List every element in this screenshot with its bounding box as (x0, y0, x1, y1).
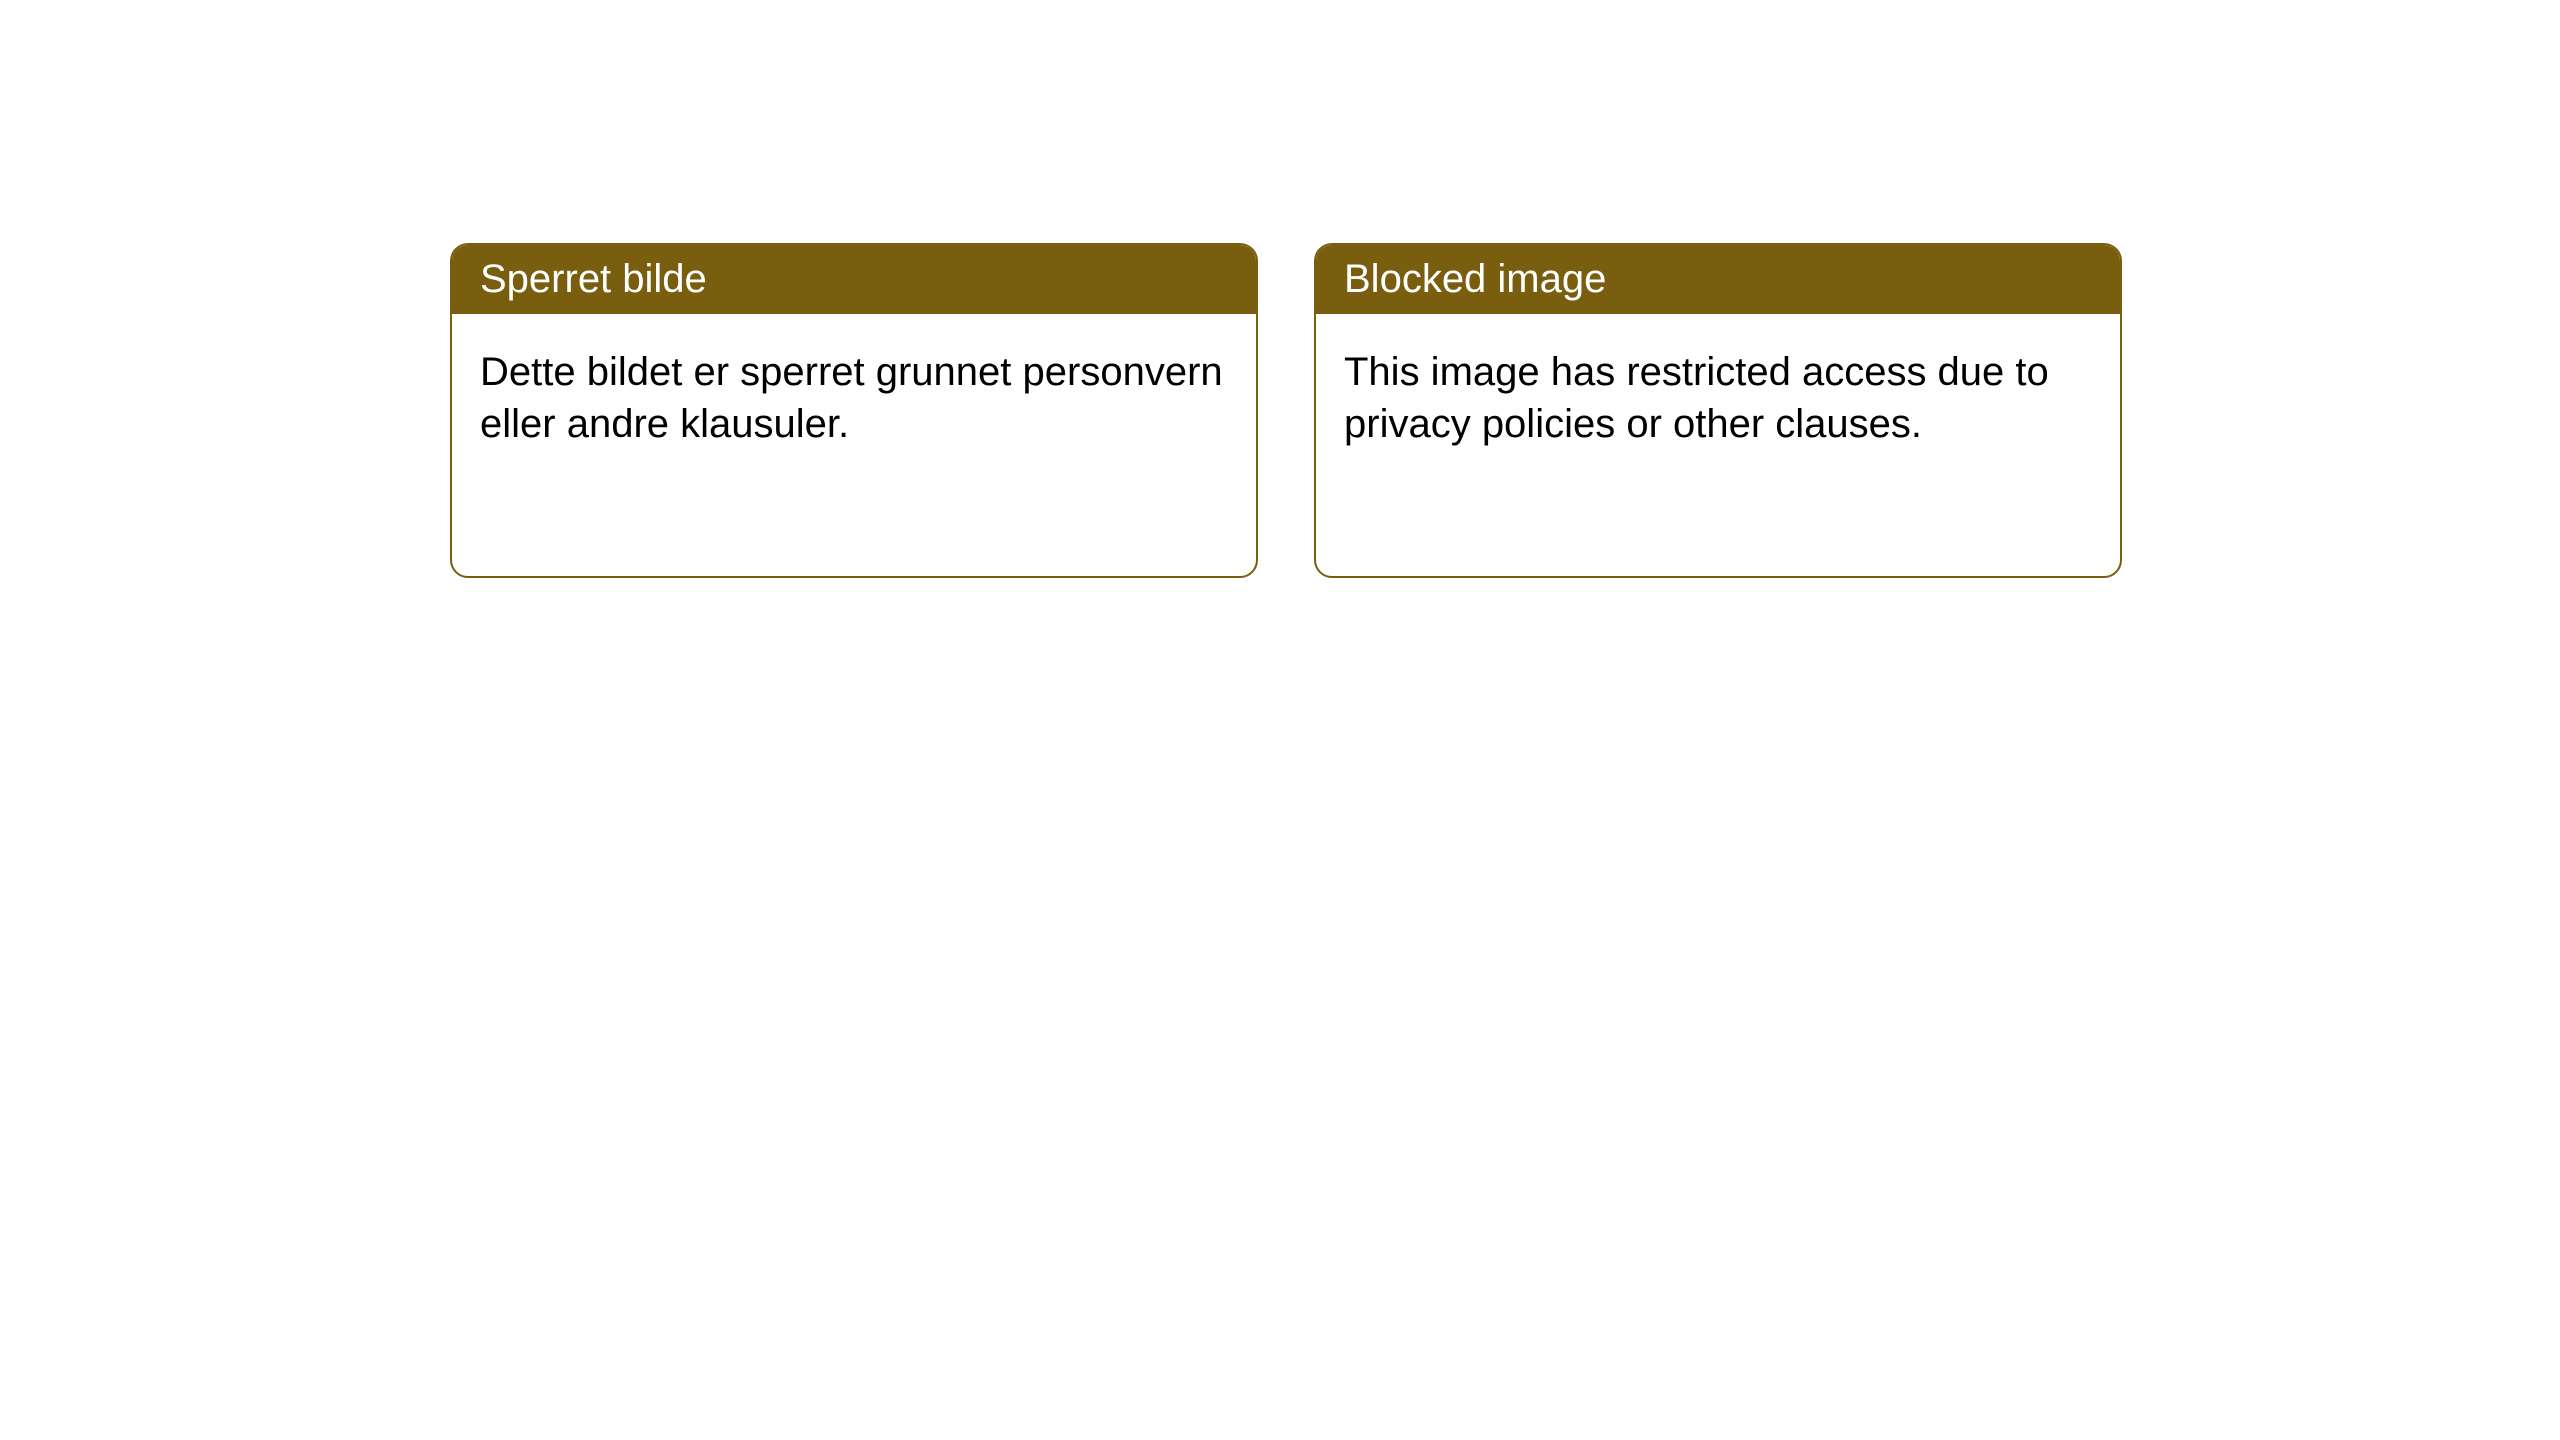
notice-container: Sperret bilde Dette bildet er sperret gr… (0, 0, 2560, 578)
notice-card-norwegian: Sperret bilde Dette bildet er sperret gr… (450, 243, 1258, 578)
card-title-norwegian: Sperret bilde (480, 257, 707, 301)
card-body-english: This image has restricted access due to … (1316, 314, 2120, 482)
card-message-norwegian: Dette bildet er sperret grunnet personve… (480, 350, 1223, 446)
card-header-norwegian: Sperret bilde (452, 245, 1256, 314)
notice-card-english: Blocked image This image has restricted … (1314, 243, 2122, 578)
card-title-english: Blocked image (1344, 257, 1606, 301)
card-message-english: This image has restricted access due to … (1344, 350, 2049, 446)
card-body-norwegian: Dette bildet er sperret grunnet personve… (452, 314, 1256, 482)
card-header-english: Blocked image (1316, 245, 2120, 314)
